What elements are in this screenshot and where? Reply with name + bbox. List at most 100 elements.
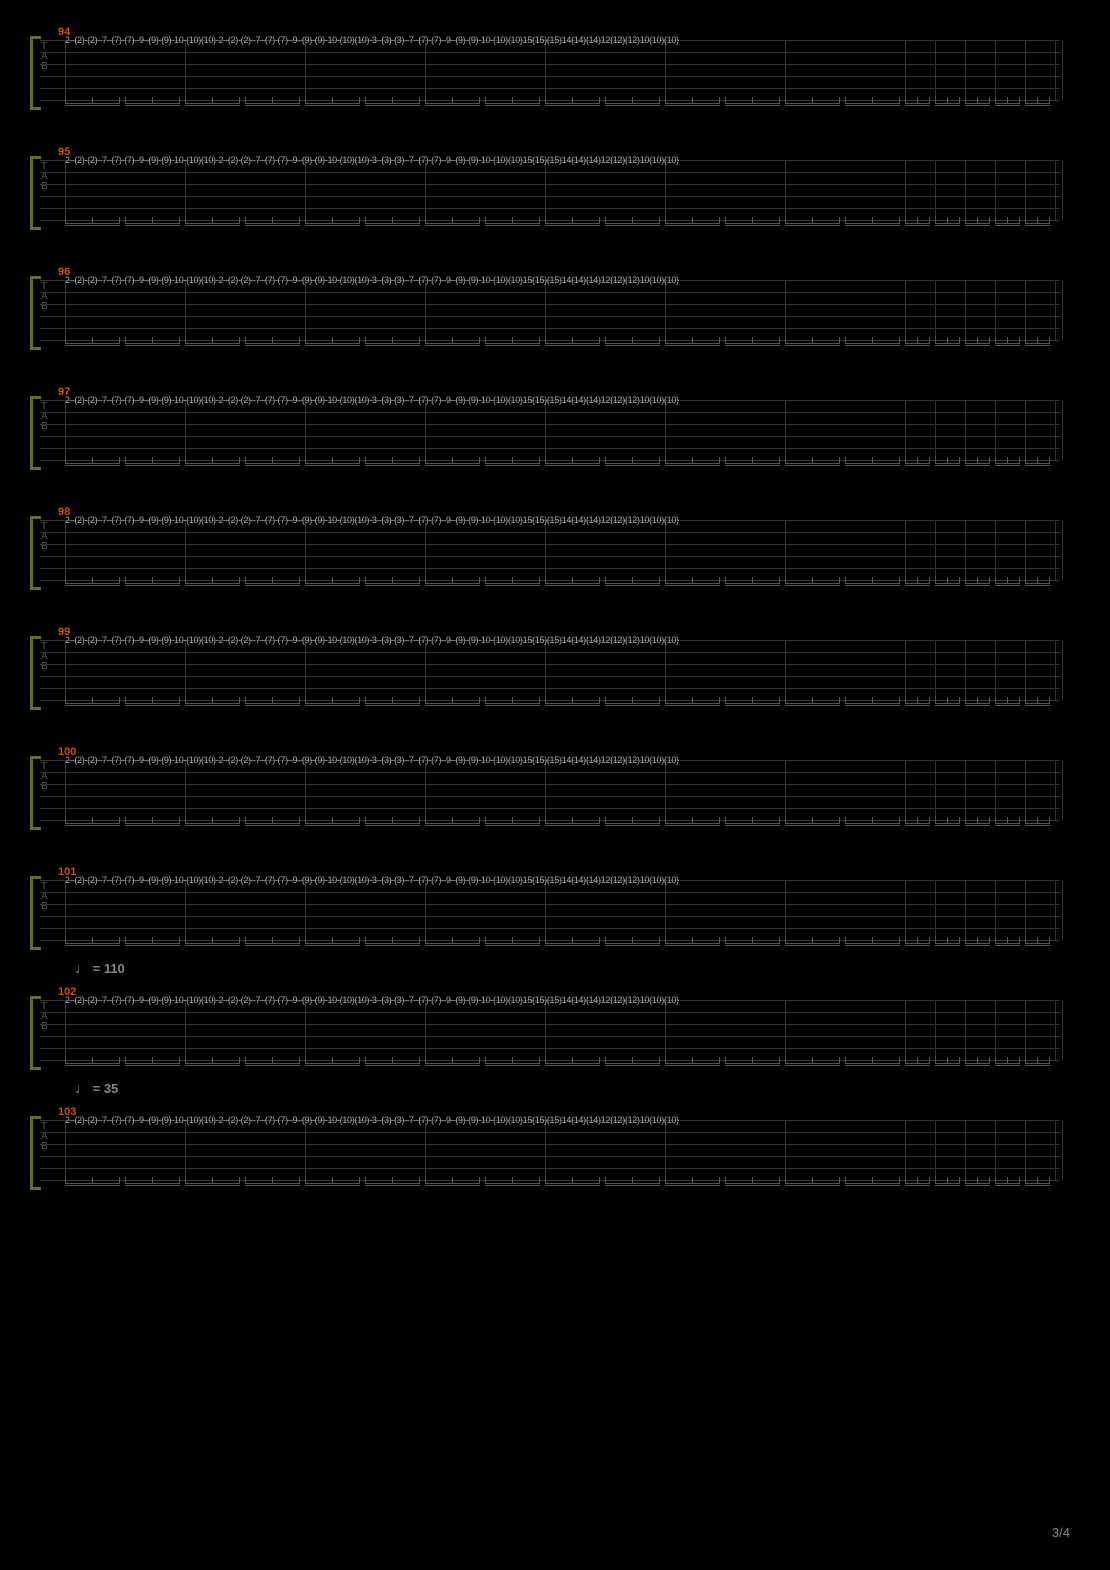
barline	[305, 640, 306, 700]
beam-group	[485, 823, 540, 827]
string-line	[40, 892, 1060, 893]
beam-group	[845, 823, 900, 827]
barline	[1055, 1120, 1056, 1180]
string-line	[40, 688, 1060, 689]
beam-group	[845, 103, 900, 107]
barline	[65, 400, 66, 460]
barline	[185, 760, 186, 820]
beam-group	[935, 103, 960, 107]
beam-group	[725, 463, 780, 467]
staff: 95TAB2–(2)-(2)–7–(7)-(7)–9–(9)-(9)-10-(1…	[30, 160, 1080, 220]
beam-group	[545, 583, 600, 587]
beam-group	[725, 703, 780, 707]
beam-group	[995, 463, 1020, 467]
barline	[65, 160, 66, 220]
beam-group	[605, 1183, 660, 1187]
beam-group	[65, 583, 120, 587]
beam-row	[65, 463, 1055, 473]
beam-group	[845, 223, 900, 227]
beam-group	[935, 943, 960, 947]
beam-group	[935, 343, 960, 347]
barline	[545, 40, 546, 100]
barline	[965, 880, 966, 940]
beam-group	[1025, 583, 1050, 587]
beam-group	[785, 103, 840, 107]
barline	[905, 160, 906, 220]
beam-group	[605, 223, 660, 227]
barline	[935, 520, 936, 580]
tab-staff: TAB2–(2)-(2)–7–(7)-(7)–9–(9)-(9)-10-(10)…	[30, 400, 1060, 460]
barline	[1055, 280, 1056, 340]
barline	[425, 280, 426, 340]
beam-group	[725, 103, 780, 107]
beam-group	[905, 943, 930, 947]
barline	[305, 760, 306, 820]
beam-group	[425, 463, 480, 467]
string-line	[40, 448, 1060, 449]
staff: 100TAB2–(2)-(2)–7–(7)-(7)–9–(9)-(9)-10-(…	[30, 760, 1080, 820]
barline	[935, 760, 936, 820]
tab-staff: TAB2–(2)-(2)–7–(7)-(7)–9–(9)-(9)-10-(10)…	[30, 1120, 1060, 1180]
barline	[65, 280, 66, 340]
barline	[905, 880, 906, 940]
string-line	[40, 808, 1060, 809]
barline	[1062, 160, 1063, 220]
barline	[185, 880, 186, 940]
beam-row	[65, 943, 1055, 953]
barline	[935, 1000, 936, 1060]
beam-group	[1025, 823, 1050, 827]
barline	[1062, 400, 1063, 460]
beam-group	[65, 1063, 120, 1067]
staff: 97TAB2–(2)-(2)–7–(7)-(7)–9–(9)-(9)-10-(1…	[30, 400, 1080, 460]
barline	[665, 40, 666, 100]
beam-group	[905, 463, 930, 467]
beam-group	[965, 1183, 990, 1187]
beam-group	[485, 463, 540, 467]
barline	[785, 1000, 786, 1060]
staff-bracket	[30, 516, 41, 590]
staff-bracket	[30, 1116, 41, 1190]
beam-group	[65, 103, 120, 107]
beam-group	[425, 583, 480, 587]
beam-group	[545, 703, 600, 707]
barline	[305, 280, 306, 340]
barline	[905, 1120, 906, 1180]
tab-staff: TAB2–(2)-(2)–7–(7)-(7)–9–(9)-(9)-10-(10)…	[30, 40, 1060, 100]
tab-clef: TAB	[41, 402, 48, 432]
beam-group	[425, 823, 480, 827]
beam-group	[545, 1063, 600, 1067]
barline	[1062, 640, 1063, 700]
fret-numbers: 2–(2)-(2)–7–(7)-(7)–9–(9)-(9)-10-(10)(10…	[65, 995, 1055, 1005]
beam-group	[365, 703, 420, 707]
beam-group	[185, 223, 240, 227]
beam-group	[545, 823, 600, 827]
beam-group	[665, 223, 720, 227]
string-line	[40, 1132, 1060, 1133]
barline	[545, 880, 546, 940]
barline	[965, 160, 966, 220]
barline	[545, 1000, 546, 1060]
barline	[425, 160, 426, 220]
beam-group	[1025, 223, 1050, 227]
beam-group	[965, 463, 990, 467]
beam-group	[995, 583, 1020, 587]
beam-group	[425, 223, 480, 227]
barline	[1025, 280, 1026, 340]
barline	[965, 1000, 966, 1060]
barline	[425, 880, 426, 940]
beam-group	[605, 943, 660, 947]
beam-group	[725, 223, 780, 227]
barline	[905, 1000, 906, 1060]
beam-group	[995, 703, 1020, 707]
beam-group	[605, 463, 660, 467]
beam-group	[545, 103, 600, 107]
beam-group	[995, 343, 1020, 347]
barline	[185, 40, 186, 100]
barline	[1055, 160, 1056, 220]
beam-group	[365, 1183, 420, 1187]
staff-bracket	[30, 36, 41, 110]
barline	[1025, 520, 1026, 580]
barline	[785, 160, 786, 220]
beam-group	[485, 103, 540, 107]
beam-group	[665, 823, 720, 827]
